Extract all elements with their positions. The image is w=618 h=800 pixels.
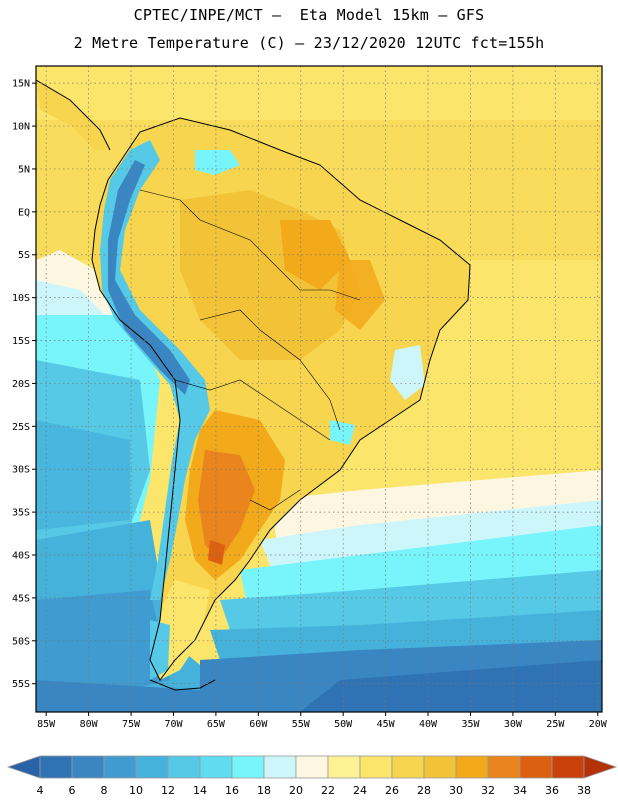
colorbar: 4 6 8 10 12 14 16 18 20 22 24 26 28 30 32 34 36 38 (6, 755, 618, 797)
colorbar-swatch (423, 755, 457, 779)
pacific-cool-5 (36, 420, 130, 530)
colorbar-swatch (135, 755, 169, 779)
colorbar-swatch (327, 755, 361, 779)
lat-tick-label: 25S (12, 422, 30, 433)
brazil-highlands-cool (390, 345, 425, 400)
temperature-field (36, 66, 602, 712)
lat-tick-label: 50S (12, 636, 30, 647)
colorbar-swatch (231, 755, 265, 779)
guiana-highlands-cool (195, 150, 240, 175)
lon-tick-label: 35W (461, 719, 480, 730)
atlantic-band-10 (300, 660, 602, 712)
colorbar-low-arrow (6, 755, 41, 779)
central-america (36, 80, 110, 150)
lon-tick-label: 40W (419, 719, 438, 730)
colorbar-label: 36 (545, 784, 559, 797)
border-north (139, 189, 361, 301)
colorbar-label: 16 (225, 784, 239, 797)
colorbar-label: 28 (417, 784, 431, 797)
pacific-south-2 (36, 590, 170, 712)
lon-tick-label: 85W (37, 719, 56, 730)
lat-tick-label: 10S (12, 293, 30, 304)
colorbar-swatch (167, 755, 201, 779)
colorbar-label: 20 (289, 784, 303, 797)
lat-tick-label: 45S (12, 593, 30, 604)
colorbar-label: 22 (321, 784, 335, 797)
map-frame (35, 65, 603, 713)
lon-tick-label: 80W (80, 719, 99, 730)
colorbar-label: 12 (161, 784, 175, 797)
colorbar-swatch (71, 755, 105, 779)
andes-cool-streak (100, 140, 210, 600)
colorbar-swatch (39, 755, 73, 779)
argentina-hot (198, 450, 255, 560)
country-borders (139, 189, 361, 511)
lon-tick-label: 55W (292, 719, 311, 730)
lat-tick-label: 10N (12, 122, 30, 133)
colorbar-label: 30 (449, 784, 463, 797)
andes-cold-core (108, 160, 190, 395)
colorbar-label: 32 (481, 784, 495, 797)
colorbar-swatch (359, 755, 393, 779)
lon-tick-label: 60W (249, 719, 268, 730)
brazil-hot-spot (335, 260, 385, 330)
central-america-coast (36, 79, 111, 151)
lon-tick-label: 70W (164, 719, 183, 730)
colorbar-swatch (519, 755, 553, 779)
lon-tick-label: 45W (377, 719, 396, 730)
colorbar-swatch (199, 755, 233, 779)
border-uruguay (249, 489, 301, 511)
lon-tick-label: 25W (546, 719, 565, 730)
lon-tick-label: 20W (589, 719, 608, 730)
colorbar-swatch (295, 755, 329, 779)
colorbar-label: 4 (37, 784, 44, 797)
lon-tick-label: 30W (504, 719, 523, 730)
lat-tick-label: 5N (18, 164, 30, 175)
colorbar-swatch (263, 755, 297, 779)
drake-passage (36, 680, 220, 712)
latitude-axis: 15N 10N 5N EQ 5S 10S 15S 20S 25S 30S 35S 40S 45S 50S 5… (12, 79, 36, 690)
colorbar-label: 18 (257, 784, 271, 797)
colorbar-label: 6 (69, 784, 76, 797)
border-central (199, 309, 341, 431)
lon-tick-label: 50W (334, 719, 353, 730)
colorbar-label: 14 (193, 784, 207, 797)
colorbar-label: 10 (129, 784, 143, 797)
lon-tick-label: 65W (207, 719, 226, 730)
colorbar-swatch (103, 755, 137, 779)
patagonia-mild (155, 580, 210, 680)
lat-tick-label: 40S (12, 551, 30, 562)
lat-tick-label: 30S (12, 465, 30, 476)
colorbar-swatch (455, 755, 489, 779)
colorbar-label: 38 (577, 784, 591, 797)
south-brazil-cool (330, 420, 355, 445)
lat-tick-label: 20S (12, 379, 30, 390)
map-title: CPTEC/INPE/MCT – Eta Model 15km – GFS (133, 6, 485, 24)
colorbar-swatch (487, 755, 521, 779)
lat-tick-label: 15S (12, 336, 30, 347)
lat-tick-label: 35S (12, 508, 30, 519)
colorbar-high-arrow (583, 755, 618, 779)
border-south (174, 379, 331, 441)
lat-tick-label: EQ (18, 207, 30, 218)
colorbar-label: 34 (513, 784, 527, 797)
lat-tick-label: 15N (12, 79, 30, 90)
colorbar-label: 8 (101, 784, 108, 797)
lon-tick-label: 75W (122, 719, 141, 730)
argentina-hottest (208, 540, 225, 565)
colorbar-label: 26 (385, 784, 399, 797)
colorbar-swatch (391, 755, 425, 779)
southern-andes-cool (150, 620, 170, 680)
map-subtitle: 2 Metre Temperature (C) – 23/12/2020 12U… (73, 34, 545, 52)
colorbar-swatch (551, 755, 585, 779)
lat-tick-label: 5S (18, 250, 30, 261)
continent-coastline (91, 117, 471, 681)
lat-tick-label: 55S (12, 679, 30, 690)
longitude-axis: 85W 80W 75W 70W 65W 60W 55W 50W 45W 40W 35W 30W 25W 2… (37, 712, 608, 730)
colorbar-label: 24 (353, 784, 367, 797)
